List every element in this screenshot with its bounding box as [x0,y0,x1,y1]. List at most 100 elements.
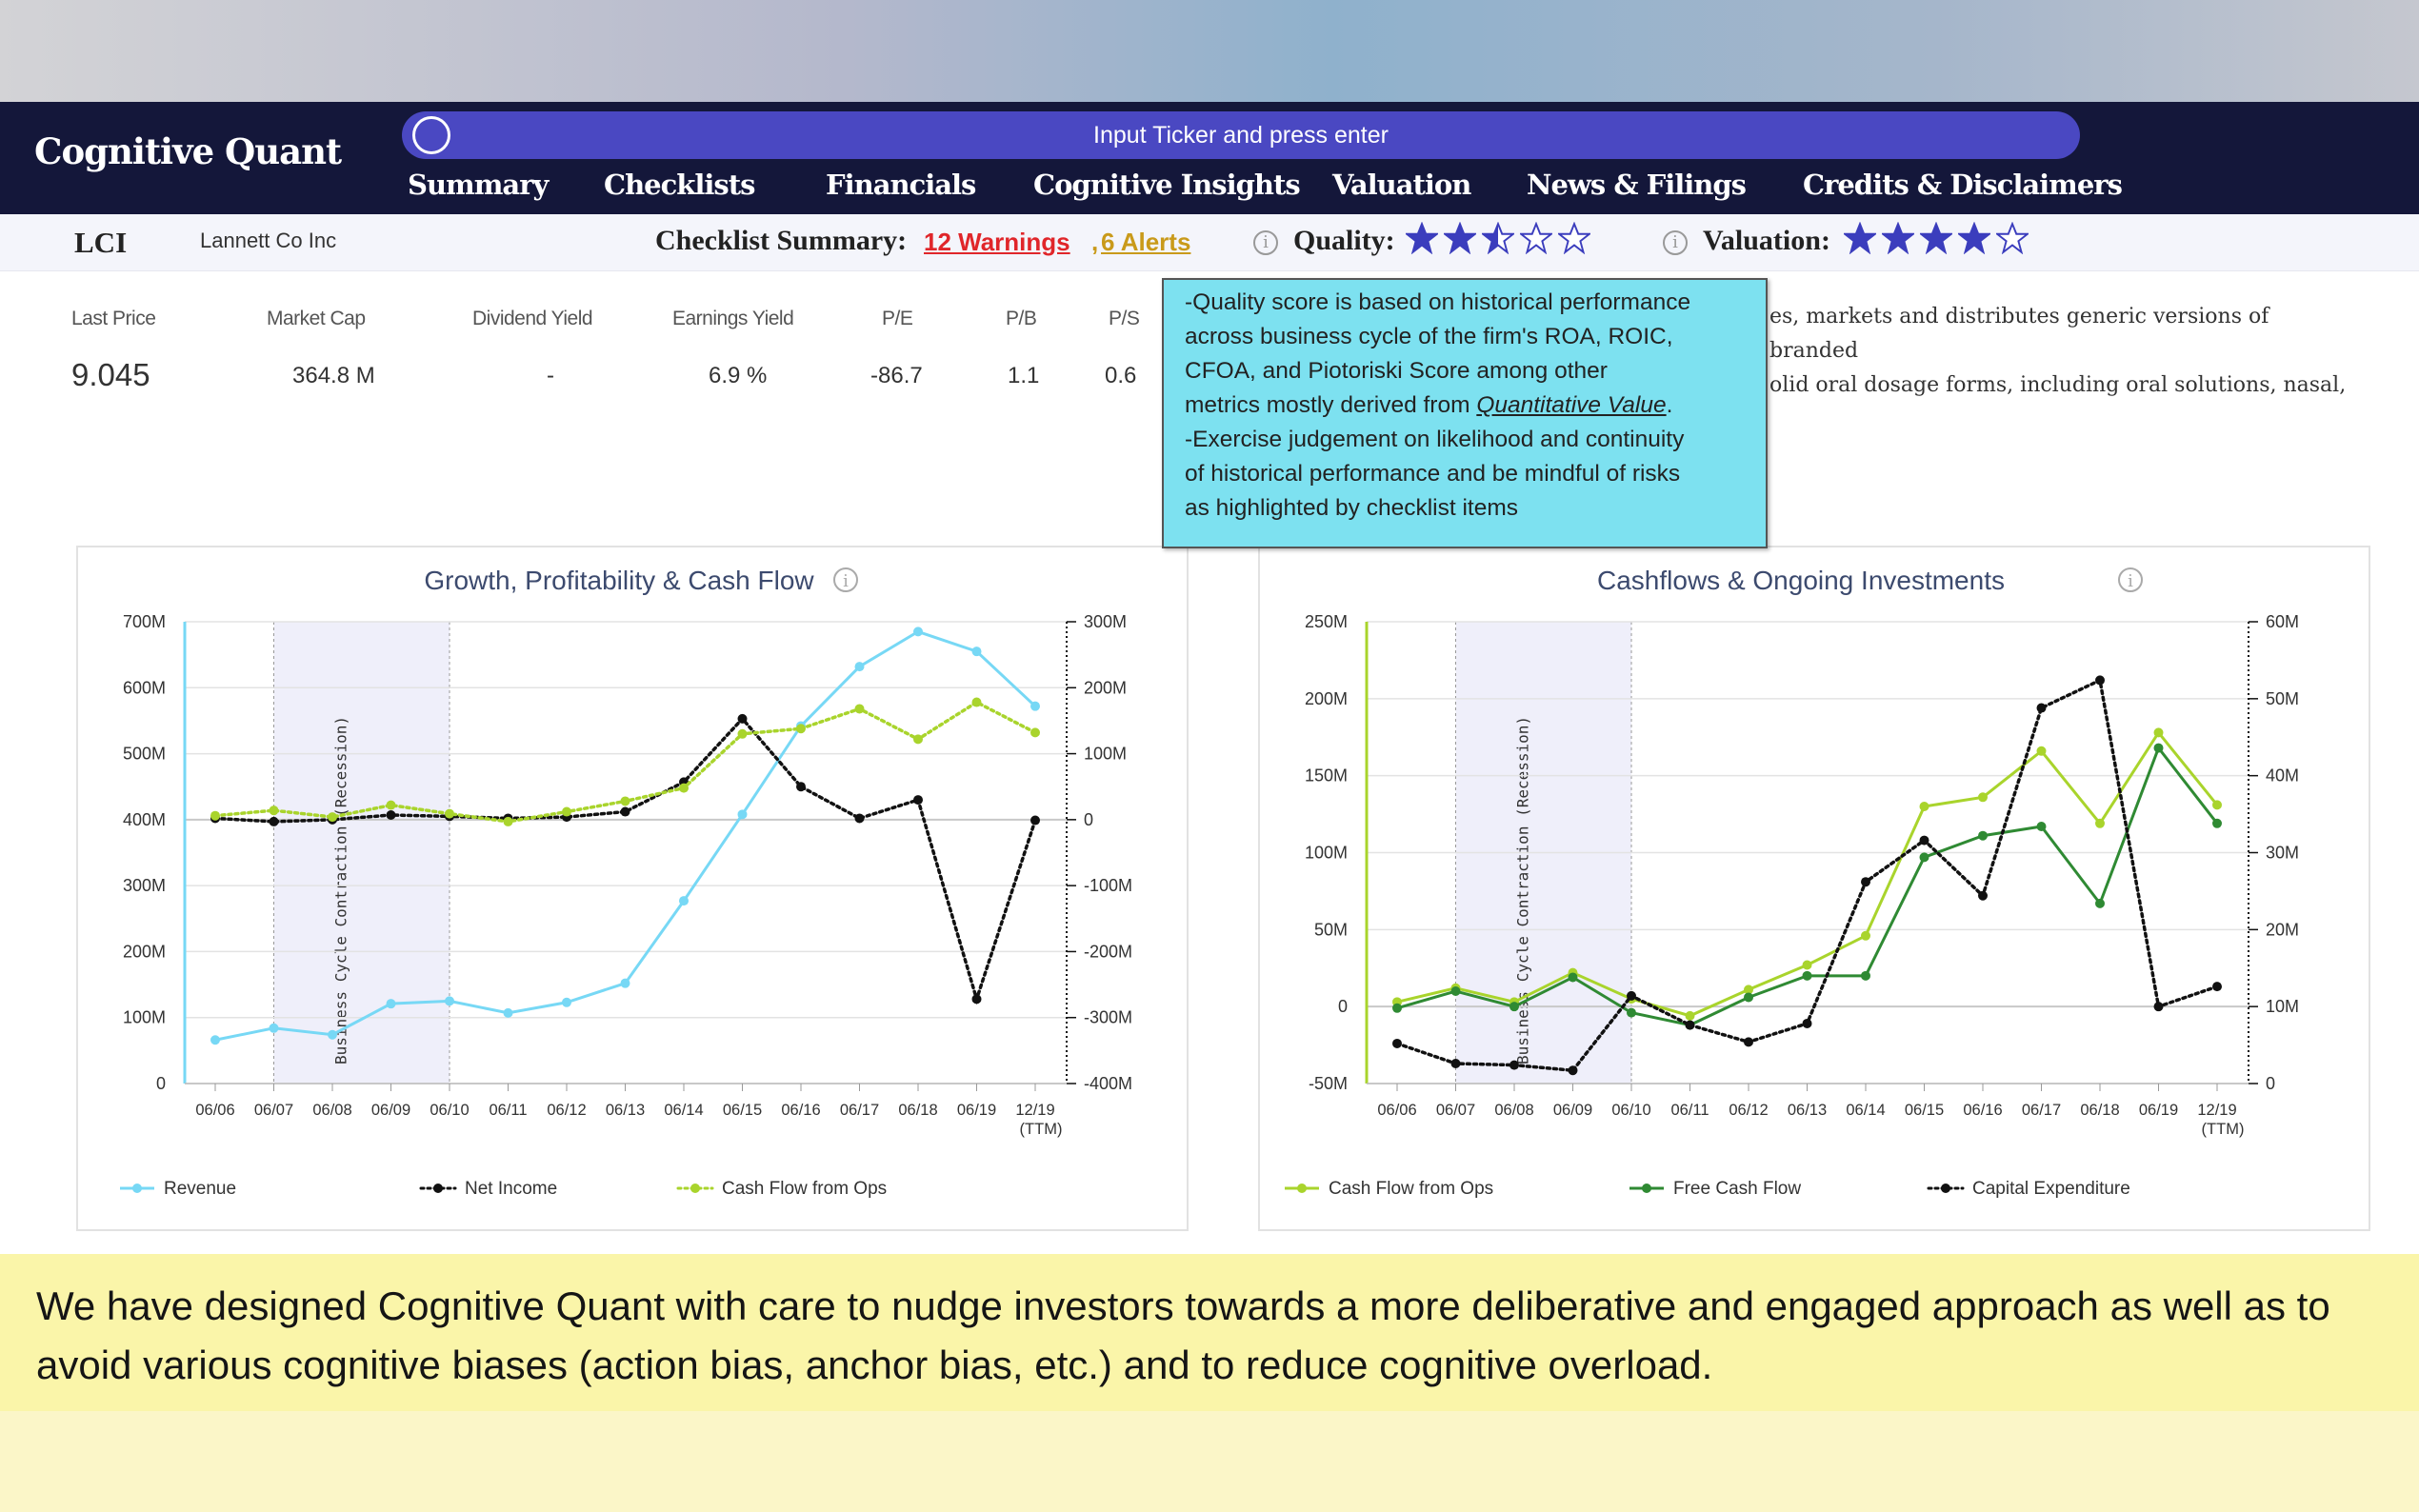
nav-valuation[interactable]: Valuation [1332,169,1471,201]
tooltip-text: metrics mostly derived from [1185,392,1477,418]
x-tick-label: 12/19 [1015,1102,1054,1119]
summary-bar: LCI Lannett Co Inc Checklist Summary: 12… [0,214,2419,271]
y-right-tick-label: 100M [1084,745,1127,764]
y-left-tick-label: 200M [123,942,166,961]
metric-value-ps: 0.6 [1105,363,1137,388]
y-left-tick-label: 150M [1305,766,1348,786]
x-tick-label: 06/08 [312,1102,351,1119]
data-point [1392,1038,1402,1048]
search-icon [412,116,450,154]
data-point [1861,970,1870,981]
description-line: es, markets and distributes generic vers… [1769,305,2269,363]
star-icon [1920,222,1952,254]
x-tick-label: 06/11 [489,1102,527,1119]
data-point [1509,1060,1519,1070]
top-background [0,0,2419,102]
alerts-link[interactable]: 6 Alerts [1101,228,1191,256]
data-point [386,999,396,1009]
x-tick-label: 06/13 [1788,1102,1827,1119]
ticker-search-bar[interactable]: Input Ticker and press enter [402,111,2080,159]
x-tick-label: 06/19 [2139,1102,2178,1119]
star-icon [1558,222,1590,254]
y-right-tick-label: 60M [2266,612,2299,631]
tooltip-line: CFOA, and Piotoriski Score among other [1185,358,1608,384]
x-tick-label: 06/12 [1729,1102,1768,1119]
x-tick-label: 06/15 [723,1102,762,1119]
nav-financials[interactable]: Financials [826,169,976,201]
data-point [1919,835,1929,846]
recession-label: Business Cycle Contraction (Recession) [1514,716,1532,1064]
data-point [1744,985,1753,995]
legend-marker [1941,1184,1950,1193]
legend-marker [1642,1184,1651,1193]
metric-value-pb: 1.1 [1008,363,1040,388]
nav-summary[interactable]: Summary [408,169,549,201]
warnings-link[interactable]: 12 Warnings [924,228,1070,256]
y-right-tick-label: 20M [2266,920,2299,939]
legend-marker [690,1184,700,1193]
quality-info-icon[interactable]: i [1253,230,1278,255]
info-icon [833,567,858,592]
data-point [2153,1002,2164,1012]
data-point [1627,990,1636,1001]
metric-value-last-price: 9.045 [71,357,150,392]
star-icon [1996,222,2029,254]
tooltip-line: -Exercise judgement on likelihood and co… [1185,427,1685,452]
metric-label-pe: P/E [882,308,913,329]
y-right-tick-label: -200M [1084,942,1132,961]
x-tick-label: 06/16 [1963,1102,2002,1119]
legend-marker [132,1184,142,1193]
x-tick-label: 06/11 [1670,1102,1709,1119]
nav-cognitive-insights[interactable]: Cognitive Insights [1033,169,1301,201]
data-point [2095,675,2105,686]
legend-marker [1297,1184,1307,1193]
tooltip-line: metrics mostly derived from Quantitative… [1185,388,1745,423]
data-point [971,994,982,1005]
x-tick-label: 06/14 [1846,1102,1885,1119]
valuation-info-icon[interactable]: i [1663,230,1688,255]
data-point [737,713,748,724]
legend-label: Net Income [465,1179,557,1199]
x-tick-label: 06/08 [1494,1102,1533,1119]
chart-title: Growth, Profitability & Cash Flow [424,566,814,595]
y-left-tick-label: -50M [1309,1074,1348,1093]
data-point [2212,982,2222,992]
nav-credits-disclaimers[interactable]: Credits & Disclaimers [1803,169,2123,201]
data-point [386,800,396,810]
data-point [562,806,571,817]
data-point [971,647,982,657]
x-tick-label: 06/15 [1905,1102,1944,1119]
metric-label-last-price: Last Price [71,308,156,329]
app-logo[interactable]: Cognitive Quant [34,130,342,172]
metric-label-dividend-yield: Dividend Yield [472,308,593,329]
data-point [1509,1002,1519,1012]
checklist-summary-label: Checklist Summary: [655,225,908,256]
x-tick-label: 06/18 [898,1102,937,1119]
metric-value-market-cap: 364.8 M [292,363,375,388]
x-tick-label: 06/07 [1436,1102,1475,1119]
x-tick-label: 06/16 [781,1102,820,1119]
data-point [1685,1010,1695,1021]
company-name: Lannett Co Inc [200,229,337,252]
data-point [854,662,865,672]
quantitative-value-link[interactable]: Quantitative Value [1476,392,1667,418]
search-input[interactable]: Input Ticker and press enter [1093,122,1389,149]
y-left-tick-label: 700M [123,612,166,631]
metric-value-pe: -86.7 [870,363,923,388]
x-tick-label: 06/14 [664,1102,703,1119]
y-left-tick-label: 500M [123,745,166,764]
nav-news-filings[interactable]: News & Filings [1527,169,1747,201]
x-tick-label: 06/10 [1611,1102,1650,1119]
y-left-tick-label: 100M [123,1008,166,1027]
nav-checklists[interactable]: Checklists [604,169,755,201]
data-point [210,1035,220,1045]
growth-profitability-svg: Growth, Profitability & Cash Flow i Busine… [120,566,1132,1199]
navbar: Cognitive Quant Input Ticker and press e… [0,102,2419,214]
x-tick-label: 06/17 [840,1102,879,1119]
data-point [971,697,982,707]
star-icon [1406,222,1438,254]
data-point [679,896,689,906]
recession-label: Business Cycle Contraction (Recession) [332,716,350,1064]
company-description: es, markets and distributes generic vers… [1769,300,2360,403]
metric-label-earnings-yield: Earnings Yield [672,308,794,329]
